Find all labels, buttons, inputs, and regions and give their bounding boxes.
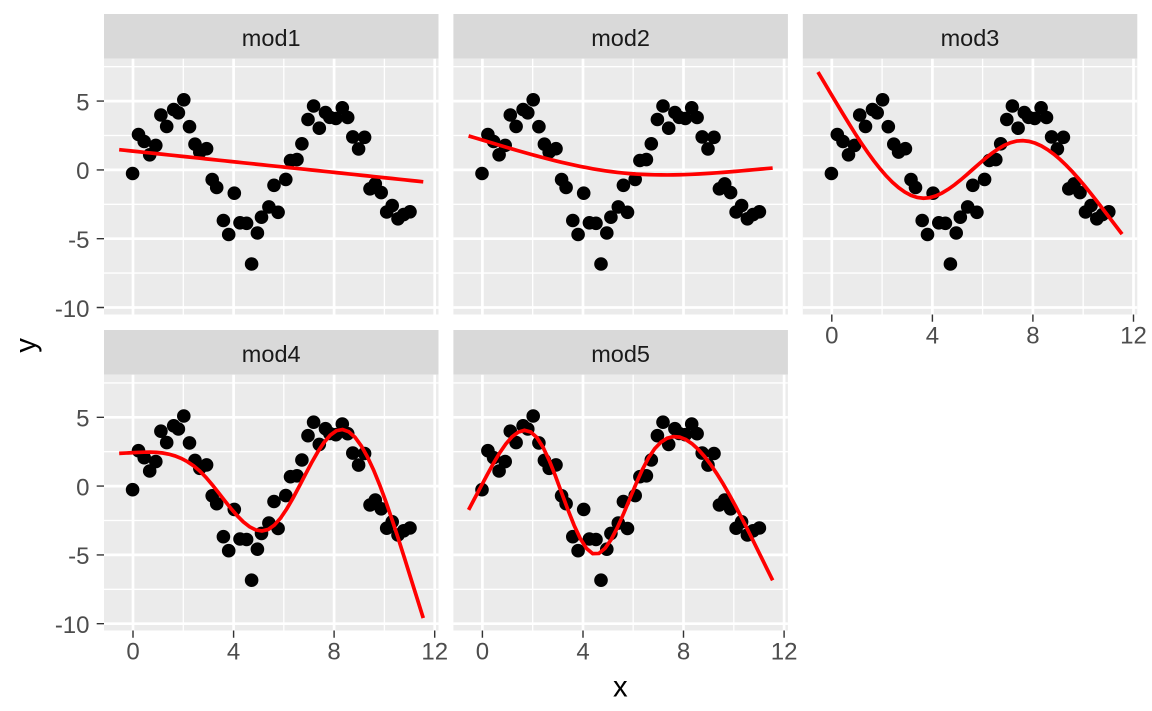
svg-text:0: 0 <box>76 158 89 185</box>
svg-text:12: 12 <box>421 639 448 666</box>
svg-text:4: 4 <box>227 639 240 666</box>
svg-text:8: 8 <box>327 639 340 666</box>
svg-text:-10: -10 <box>55 296 90 323</box>
svg-text:8: 8 <box>1026 323 1039 350</box>
svg-text:12: 12 <box>1120 323 1147 350</box>
svg-text:0: 0 <box>76 474 89 501</box>
svg-text:mod2: mod2 <box>591 25 650 51</box>
svg-text:mod3: mod3 <box>941 25 1000 51</box>
svg-text:12: 12 <box>771 639 798 666</box>
svg-text:y: y <box>9 338 42 353</box>
svg-text:mod5: mod5 <box>591 341 650 367</box>
svg-text:4: 4 <box>926 323 939 350</box>
svg-text:5: 5 <box>76 89 89 116</box>
svg-text:0: 0 <box>825 323 838 350</box>
svg-text:mod4: mod4 <box>242 341 301 367</box>
svg-text:0: 0 <box>476 639 489 666</box>
svg-text:-5: -5 <box>68 543 89 570</box>
svg-text:-10: -10 <box>55 612 90 639</box>
svg-text:4: 4 <box>576 639 589 666</box>
svg-text:mod1: mod1 <box>242 25 301 51</box>
svg-text:5: 5 <box>76 406 89 433</box>
svg-text:0: 0 <box>126 639 139 666</box>
svg-text:8: 8 <box>677 639 690 666</box>
svg-text:x: x <box>613 671 628 704</box>
svg-text:-5: -5 <box>68 227 89 254</box>
